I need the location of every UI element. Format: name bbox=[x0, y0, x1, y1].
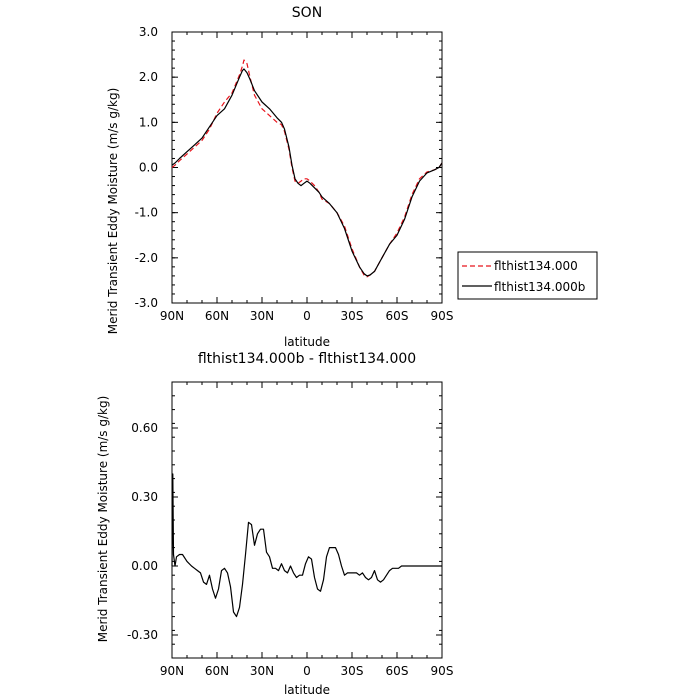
chart-title: SON bbox=[292, 5, 322, 21]
y-axis-label: Merid Transient Eddy Moisture (m/s g/kg) bbox=[96, 396, 110, 643]
x-axis-label: latitude bbox=[284, 335, 330, 349]
y-axis-label: Merid Transient Eddy Moisture (m/s g/kg) bbox=[106, 88, 120, 335]
y-tick-label: 0.60 bbox=[131, 421, 158, 435]
legend-box bbox=[457, 251, 598, 300]
x-tick-label: 0 bbox=[303, 309, 311, 323]
x-tick-label: 90N bbox=[160, 664, 184, 678]
x-tick-label: 60N bbox=[205, 664, 229, 678]
x-tick-label: 60S bbox=[386, 309, 409, 323]
y-tick-label: 0.0 bbox=[139, 161, 158, 175]
plot-frame bbox=[171, 381, 443, 659]
y-tick-label: -3.0 bbox=[135, 296, 158, 310]
y-tick-label: 0.00 bbox=[131, 559, 158, 573]
x-tick-label: 90N bbox=[160, 309, 184, 323]
x-tick-label: 30S bbox=[341, 664, 364, 678]
legend-label-series-1: flthist134.000 bbox=[494, 259, 578, 273]
series-line-1 bbox=[171, 59, 443, 278]
series-line-1 bbox=[171, 473, 442, 618]
x-tick-label: 90S bbox=[431, 664, 454, 678]
x-tick-label: 30N bbox=[250, 664, 274, 678]
x-tick-label: 30S bbox=[341, 309, 364, 323]
x-tick-label: 60S bbox=[386, 664, 409, 678]
x-tick-label: 0 bbox=[303, 664, 311, 678]
x-tick-label: 30N bbox=[250, 309, 274, 323]
y-tick-label: -0.30 bbox=[127, 628, 158, 642]
legend: flthist134.000 flthist134.000b bbox=[457, 251, 598, 300]
chart-title: flthist134.000b - flthist134.000 bbox=[198, 351, 416, 367]
y-tick-label: 2.0 bbox=[139, 70, 158, 84]
y-tick-label: -2.0 bbox=[135, 251, 158, 265]
y-tick-label: 3.0 bbox=[139, 25, 158, 39]
series-line-2 bbox=[171, 68, 443, 277]
x-axis-label: latitude bbox=[284, 683, 330, 697]
y-tick-label: -1.0 bbox=[135, 206, 158, 220]
y-tick-label: 0.30 bbox=[131, 490, 158, 504]
y-tick-label: 1.0 bbox=[139, 115, 158, 129]
plot-frame bbox=[171, 31, 443, 304]
x-tick-label: 60N bbox=[205, 309, 229, 323]
legend-label-series-2: flthist134.000b bbox=[494, 280, 585, 294]
x-tick-label: 90S bbox=[431, 309, 454, 323]
